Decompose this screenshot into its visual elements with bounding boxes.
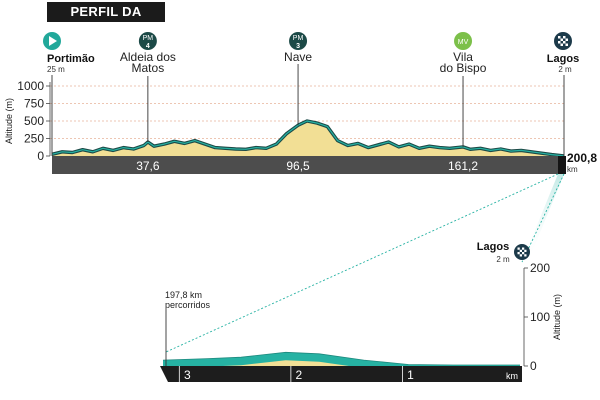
zoom-annotation: 197,8 km [165, 290, 202, 300]
main-y-tick-label: 250 [24, 132, 44, 146]
play-icon [49, 36, 57, 46]
zoom-y-tick-label: 0 [530, 359, 537, 373]
checkered-square [522, 247, 525, 250]
checkered-square [560, 43, 563, 46]
zoom-connector [165, 173, 565, 353]
checkered-square [524, 249, 527, 252]
marker-name: Vila [453, 50, 473, 64]
zoom-finish-name: Lagos [477, 241, 509, 253]
marker-icon-text: PM [293, 35, 304, 42]
zoom-annotation: percorridos [165, 300, 211, 310]
mountain-prize-icon [138, 32, 157, 50]
main-y-axis-label: Altitude (m) [4, 98, 14, 144]
zoom-x-tick-label: 2 [296, 368, 303, 382]
checkered-square [519, 249, 522, 252]
checkered-square [565, 38, 568, 41]
finish-zoom-segment [558, 156, 566, 174]
zoom-x-tick-label: 3 [184, 368, 191, 382]
marker-name: Matos [132, 61, 165, 75]
zoom-y-tick-label: 200 [530, 261, 550, 275]
marker-category: 3 [296, 43, 300, 50]
main-x-tick-label: 161,2 [448, 159, 478, 173]
main-elevation-highlight [51, 120, 565, 157]
main-road-bar [52, 156, 564, 174]
marker-category: 4 [146, 43, 150, 50]
zoom-elevation-line [162, 351, 520, 366]
checkered-square [563, 41, 566, 44]
main-y-tick-label: 500 [24, 114, 44, 128]
finish-altitude: 2 m [558, 65, 572, 74]
mountain-prize-icon [289, 32, 308, 50]
total-distance-unit: km [567, 165, 578, 174]
total-distance-label: 200,8 [567, 151, 597, 165]
main-y-tick-label: 1000 [17, 79, 44, 93]
zoom-y-tick-label: 100 [530, 310, 550, 324]
main-x-tick-label: 96,5 [286, 159, 310, 173]
checkered-square [558, 41, 561, 44]
intermediate-sprint-icon [454, 32, 473, 50]
checkered-square [565, 43, 568, 46]
marker-name: Nave [284, 50, 312, 64]
zoom-axis: 3 2 1 km 0 100 200 Altitude (m) [160, 261, 562, 382]
zoom-y-axis-label: Altitude (m) [552, 294, 562, 340]
main-area-group [51, 119, 565, 158]
checkered-square [522, 252, 525, 255]
zoom-x-tick-label: 1 [407, 368, 414, 382]
zoom-link-line [521, 173, 565, 263]
checkered-square [563, 36, 566, 39]
page-title: PERFIL DA ETAPA [47, 2, 165, 39]
checkered-square [560, 38, 563, 41]
checkered-square [517, 252, 520, 255]
marker-name: do Bispo [440, 61, 487, 75]
marker-name: Aldeia dos [120, 50, 176, 64]
finish-zoom-profile: 3 2 1 km 0 100 200 Altitude (m) 197,8 kmpercorr… [160, 241, 562, 382]
main-x-tick-label: 37,6 [136, 159, 160, 173]
checkered-square [524, 254, 527, 257]
start-altitude: 25 m [47, 65, 65, 74]
main-y-tick-label: 750 [24, 97, 44, 111]
zoom-x-unit: km [506, 371, 518, 381]
main-y-tick-label: 0 [37, 149, 44, 163]
start-name: Portimão [47, 53, 95, 65]
marker-icon-text: PM [143, 35, 154, 42]
checkered-square [558, 36, 561, 39]
marker-icon-text: MV [458, 39, 469, 46]
checkered-square [517, 247, 520, 250]
zoom-road-bar [160, 366, 522, 382]
finish-name: Lagos [547, 53, 579, 65]
checkered-square [519, 254, 522, 257]
zoom-finish-altitude: 2 m [496, 255, 510, 264]
